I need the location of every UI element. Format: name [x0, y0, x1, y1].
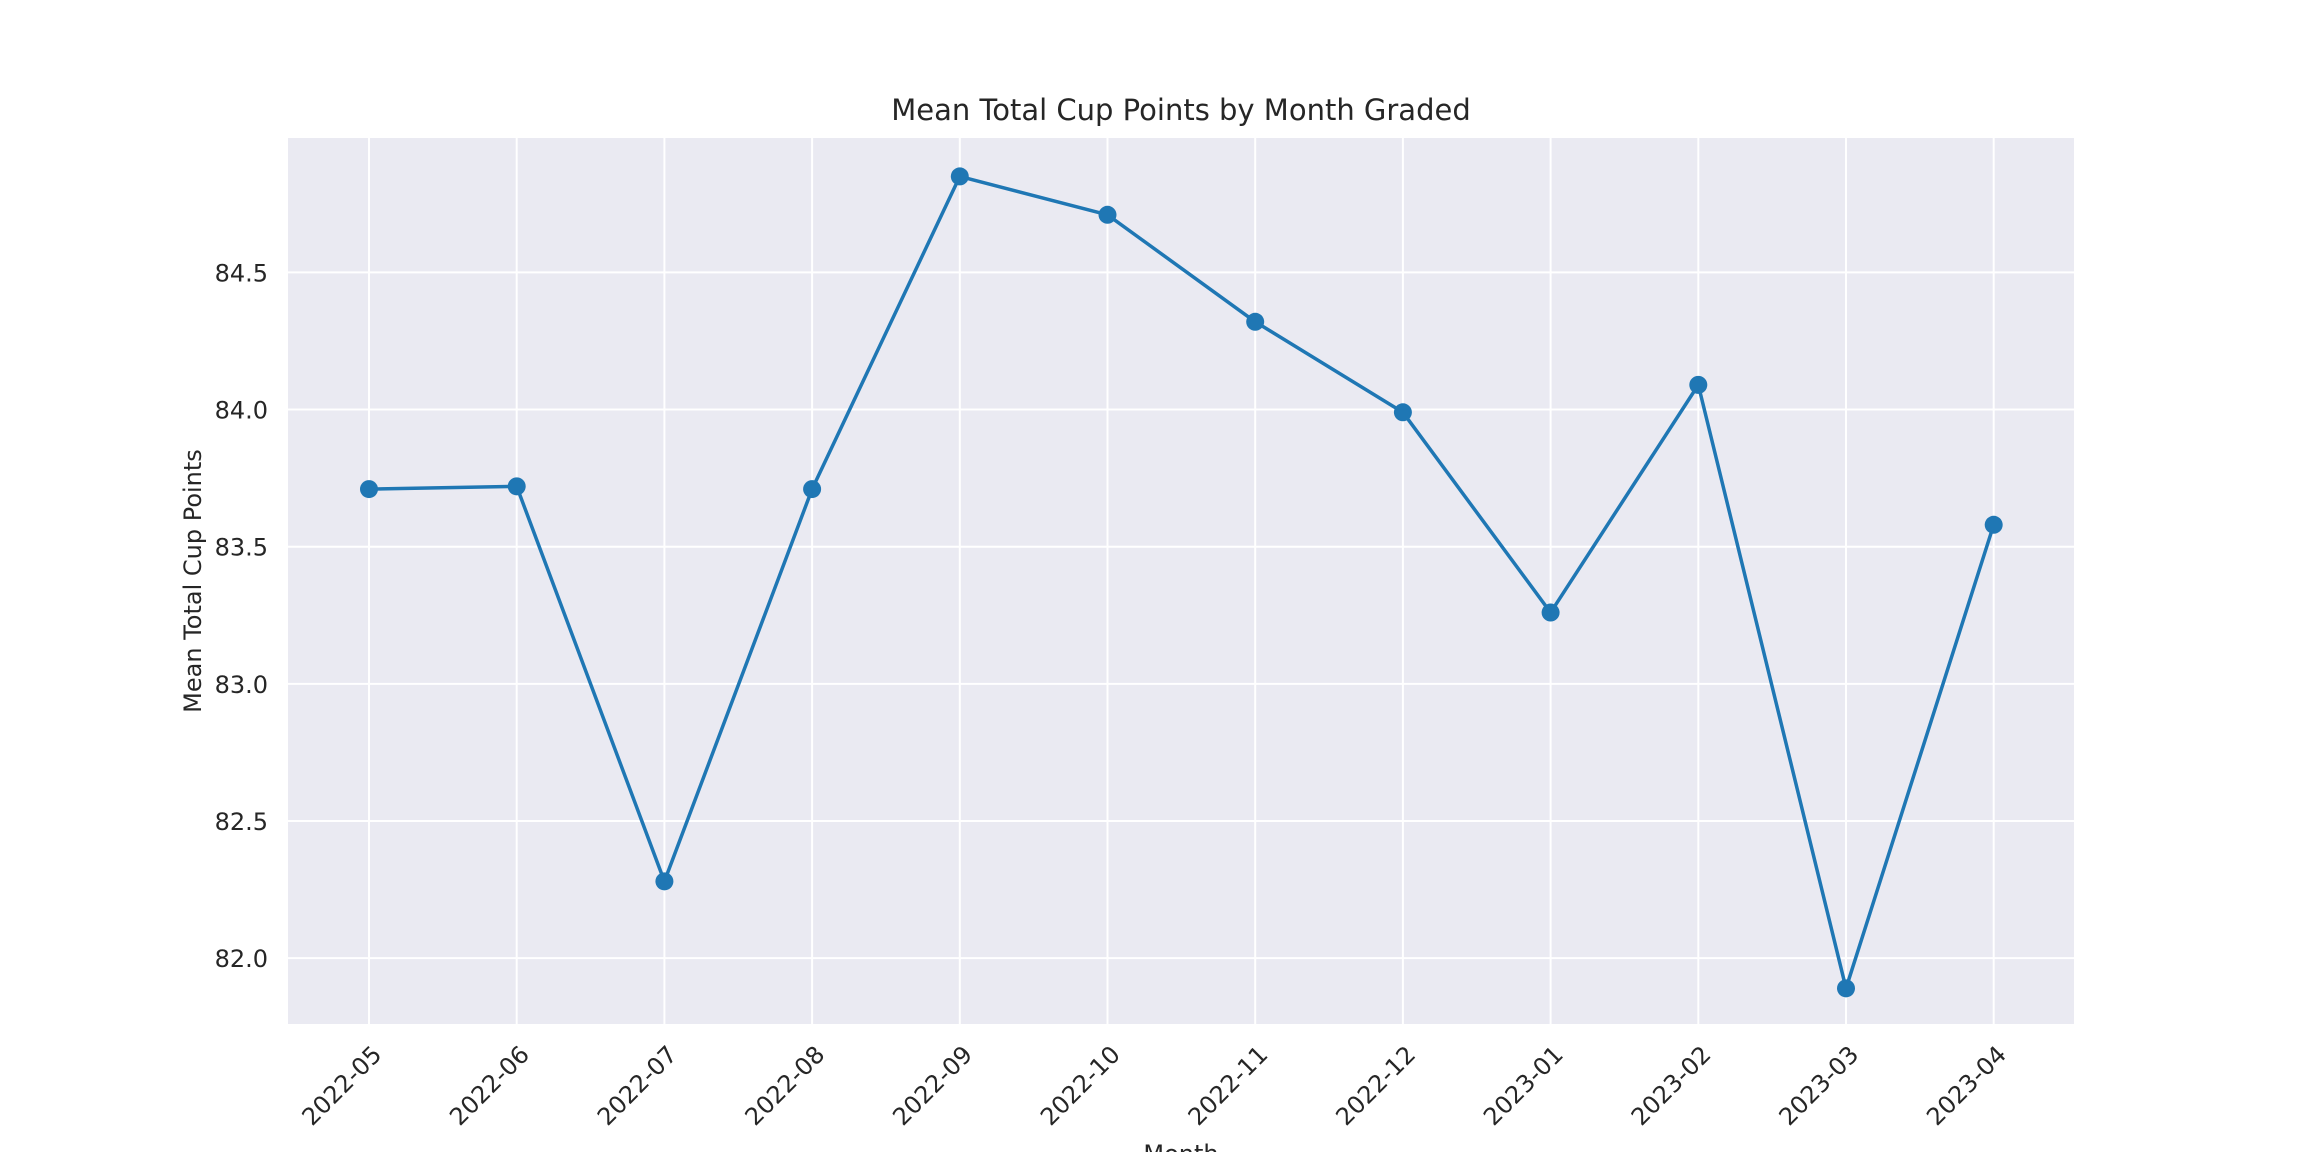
y-axis-ticks: 82.0 82.5 83.0 83.5 84.0 84.5 — [215, 259, 268, 973]
y-tick-label: 84.0 — [215, 397, 268, 425]
plot-area — [288, 138, 2074, 1024]
chart-title: Mean Total Cup Points by Month Graded — [891, 93, 1471, 127]
data-point-2023-01 — [1541, 603, 1560, 622]
grid-lines — [288, 138, 2074, 1024]
y-axis-label: Mean Total Cup Points — [179, 449, 207, 713]
y-tick-label: 83.5 — [215, 534, 268, 562]
y-tick-label: 84.5 — [215, 259, 268, 287]
data-point-2023-03 — [1837, 979, 1855, 998]
series-polyline — [368, 174, 1996, 991]
data-point-2022-05 — [360, 480, 378, 499]
series-line — [368, 174, 1996, 991]
data-point-2023-02 — [1689, 375, 1708, 394]
data-point-2022-07 — [655, 872, 674, 891]
data-point-2022-06 — [507, 477, 526, 496]
y-tick-label: 82.0 — [215, 945, 268, 973]
data-point-2023-04 — [1984, 515, 2003, 534]
y-tick-label: 82.5 — [215, 808, 268, 836]
data-point-2022-10 — [1098, 205, 1117, 224]
data-point-2022-09 — [950, 167, 969, 186]
data-point-2022-11 — [1246, 312, 1265, 331]
data-points — [360, 167, 2003, 998]
x-axis-label: Month — [1143, 1140, 1218, 1152]
y-tick-label: 83.0 — [215, 671, 268, 699]
data-point-2022-08 — [803, 480, 822, 499]
data-point-2022-12 — [1393, 403, 1412, 422]
